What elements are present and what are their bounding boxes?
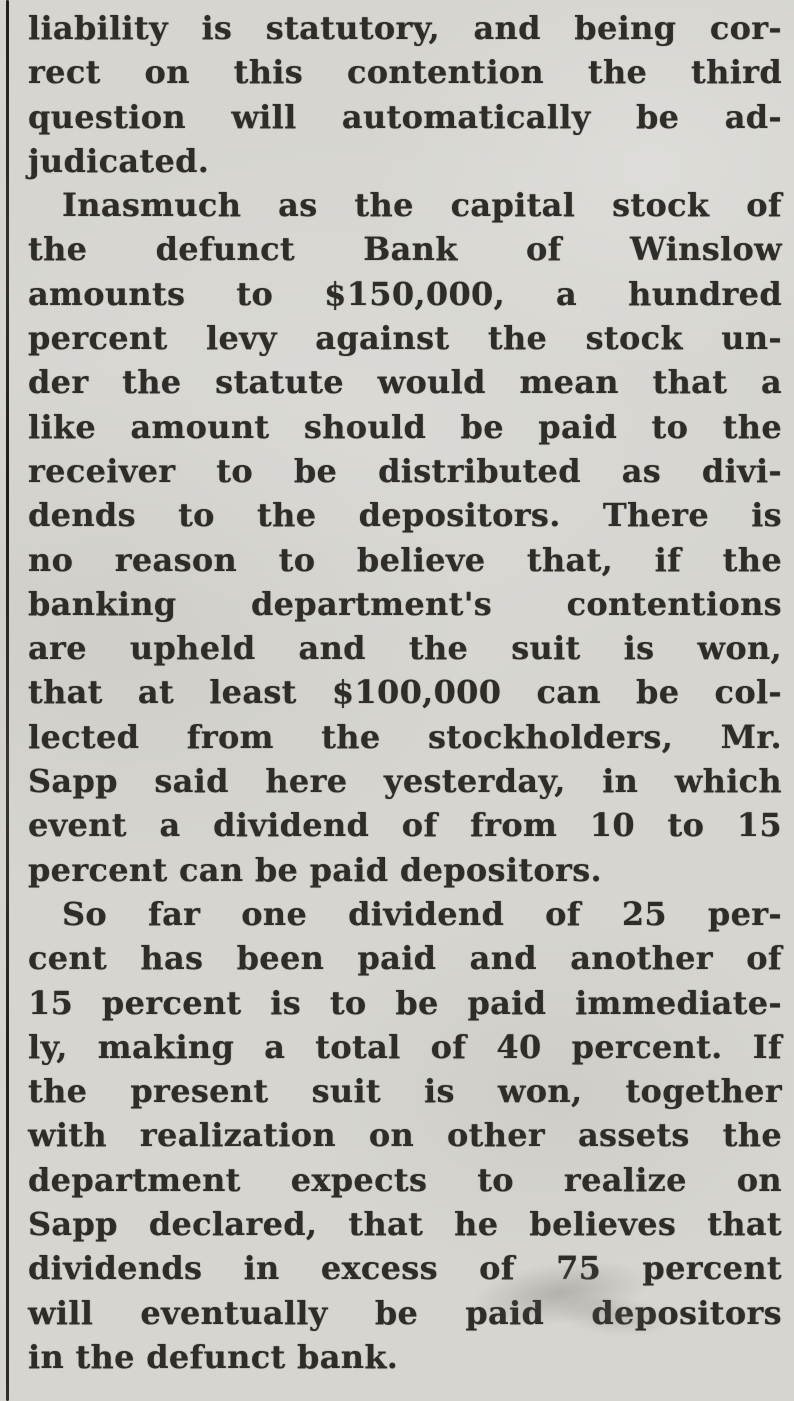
- text-line: percent levy against the stock un-: [28, 319, 782, 358]
- text-line: So far one dividend of 25 per-: [62, 894, 782, 933]
- text-line: amounts to $150,000, a hundred: [28, 274, 782, 313]
- text-line: with realization on other assets the: [28, 1116, 782, 1155]
- text-line: question will automatically be ad-: [28, 97, 782, 136]
- text-line: Sapp declared, that he believes that: [28, 1205, 782, 1244]
- text-line: lected from the stockholders, Mr.: [28, 717, 782, 756]
- text-line: Sapp said here yesterday, in which: [28, 762, 782, 801]
- text-line: ly, making a total of 40 percent. If: [28, 1027, 782, 1066]
- text-line: der the statute would mean that a: [28, 363, 782, 402]
- text-line: judicated.: [28, 141, 210, 180]
- text-line: rect on this contention the third: [28, 53, 782, 92]
- text-line: the present suit is won, together: [28, 1072, 782, 1111]
- article-column: liability is statutory, and being cor- r…: [28, 6, 782, 1379]
- text-line: cent has been paid and another of: [28, 939, 782, 978]
- column-divider-line: [6, 0, 9, 1401]
- text-line: department expects to realize on: [28, 1160, 782, 1199]
- text-line: event a dividend of from 10 to 15: [28, 806, 782, 845]
- text-line: the defunct Bank of Winslow: [28, 230, 782, 269]
- text-line: will eventually be paid depositors: [28, 1293, 782, 1332]
- text-line: receiver to be distributed as divi-: [28, 451, 782, 490]
- text-line: like amount should be paid to the: [28, 407, 782, 446]
- text-line: Inasmuch as the capital stock of: [62, 186, 782, 225]
- text-line: liability is statutory, and being cor-: [28, 9, 782, 47]
- text-line: no reason to believe that, if the: [28, 540, 782, 579]
- text-line: dividends in excess of 75 percent: [28, 1249, 782, 1288]
- text-line: that at least $100,000 can be col-: [28, 673, 782, 712]
- text-line: are upheld and the suit is won,: [28, 629, 782, 668]
- text-line: in the defunct bank.: [28, 1337, 399, 1376]
- text-line: percent can be paid depositors.: [28, 850, 602, 889]
- text-line: dends to the depositors. There is: [28, 496, 782, 535]
- text-line: banking department's contentions: [28, 584, 782, 623]
- text-line: 15 percent is to be paid immediate-: [28, 983, 782, 1022]
